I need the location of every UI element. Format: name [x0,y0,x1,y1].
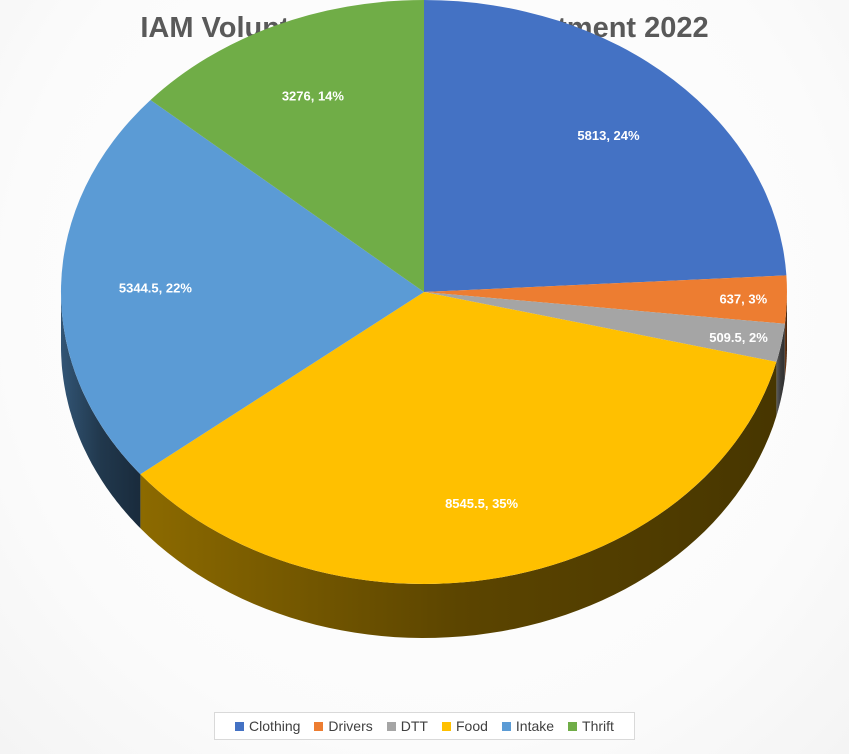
data-label-clothing: 5813, 24% [577,128,640,143]
pie-slice-food [140,292,777,584]
pie-slice-dtt [424,292,785,362]
legend-item-dtt: DTT [386,718,428,734]
legend-label-thrift: Thrift [582,718,614,734]
legend-swatch-food [441,721,451,731]
data-label-intake: 5344.5, 22% [119,280,192,295]
data-label-drivers: 637, 3% [719,292,767,307]
legend-item-clothing: Clothing [235,718,300,734]
pie-side-drivers [784,292,787,378]
legend-item-drivers: Drivers [314,718,373,734]
legend-label-intake: Intake [515,718,555,734]
legend-swatch-intake [501,721,511,731]
legend-swatch-clothing [235,721,245,731]
legend-label-dtt: DTT [400,718,428,734]
pie-slice-thrift [150,0,424,292]
pie-side-food [140,361,777,638]
data-label-dtt: 509.5, 2% [709,330,768,345]
pie-slice-clothing [424,0,787,292]
pie-slice-drivers [424,275,787,324]
legend-swatch-drivers [314,721,324,731]
data-label-food: 8545.5, 35% [445,496,518,511]
legend-label-drivers: Drivers [328,718,373,734]
legend-label-food: Food [455,718,488,734]
data-label-thrift: 3276, 14% [282,88,345,103]
pie-slice-intake [60,100,425,475]
legend-label-clothing: Clothing [249,718,301,734]
legend-swatch-thrift [568,721,578,731]
pie-side-dtt [776,323,785,416]
pie-side-intake [61,292,141,529]
legend-item-thrift: Thrift [568,718,614,734]
chart-legend: Clothing Drivers DTT Food Intake Thrift [214,712,635,740]
legend-item-food: Food [441,718,488,734]
legend-item-intake: Intake [501,718,555,734]
legend-swatch-dtt [386,721,396,731]
